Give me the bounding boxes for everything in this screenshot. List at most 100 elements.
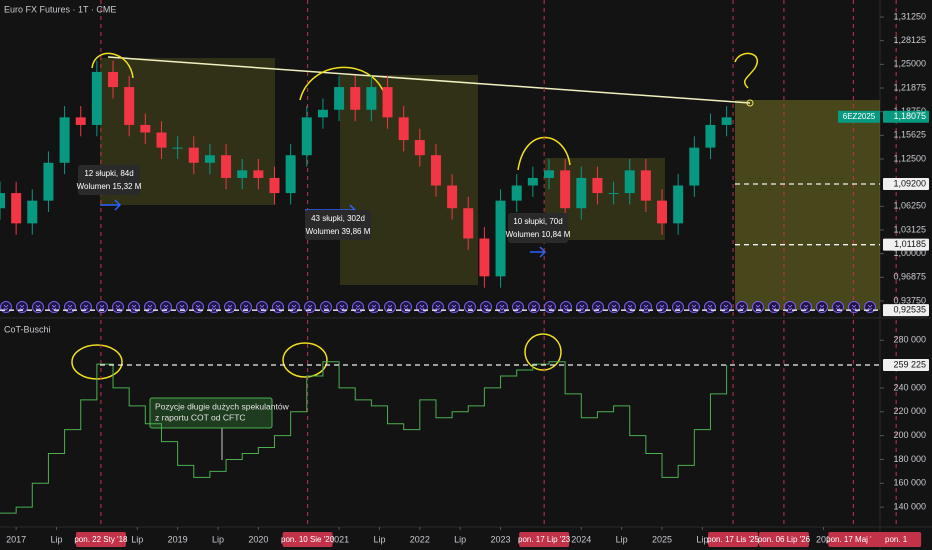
x-tick-label: 2025	[652, 534, 672, 544]
marker-label-box	[871, 532, 922, 547]
measure-bars: 12 słupki, 84d	[84, 169, 133, 178]
arrow	[100, 199, 122, 211]
event-icon-glyph	[435, 304, 441, 311]
level-label-box	[883, 110, 929, 123]
x-tick-label: Lip	[373, 534, 385, 544]
candle-body	[269, 177, 280, 194]
candle-body	[188, 147, 199, 163]
measure-volume: Wolumen 39,86 M	[306, 227, 371, 236]
event-icon-glyph	[803, 304, 809, 311]
circle-drawing	[282, 342, 328, 378]
cot-line	[0, 361, 728, 514]
candle-body	[156, 132, 167, 148]
candle-body	[414, 140, 425, 156]
candle-body	[301, 117, 312, 156]
level-label-box	[883, 238, 929, 251]
candle-body	[560, 170, 571, 209]
event-icon-glyph	[787, 304, 793, 311]
circle-drawing	[91, 52, 134, 79]
event-icon-glyph	[211, 304, 217, 311]
candle-body	[447, 185, 458, 209]
event-icon-glyph	[419, 304, 425, 311]
y-tick-label: 220 000	[893, 406, 926, 416]
x-tick-label: 202	[816, 534, 831, 544]
candle-body	[334, 87, 345, 110]
y-tick-label: 1,06250	[893, 201, 926, 211]
candle-body	[108, 71, 119, 88]
x-tick-label: 2022	[410, 534, 430, 544]
candle-body	[237, 170, 248, 178]
event-icon-glyph	[563, 304, 569, 311]
candle-body	[721, 117, 732, 125]
candle-body	[124, 87, 135, 125]
y-tick-label: 200 000	[893, 430, 926, 440]
y-tick-label: 1,31250	[893, 11, 926, 21]
y-tick-label: 1,28125	[893, 35, 926, 45]
candle-body	[543, 170, 554, 178]
candle-body	[172, 147, 183, 149]
x-tick-label: 2017	[6, 534, 26, 544]
symbol-tag: 6EZ2025	[843, 112, 876, 121]
note-text: z raportu COT od CFTC	[155, 412, 246, 422]
marker-label: pon. 06 Lip '26	[758, 535, 811, 544]
measure-bars: 43 słupki, 302d	[311, 214, 365, 223]
event-icon-glyph	[67, 304, 73, 311]
event-icon-glyph	[867, 304, 873, 311]
measure-volume: Wolumen 10,84 M	[506, 230, 571, 239]
y-tick-label: 1,25000	[893, 59, 926, 69]
x-tick-label: Lip	[212, 534, 224, 544]
note-box	[149, 397, 273, 429]
candle-body	[463, 208, 474, 239]
y-tick-label: 1,12500	[893, 153, 926, 163]
candle-body	[576, 177, 587, 209]
event-icon-glyph	[659, 304, 665, 311]
x-tick-label: 2023	[491, 534, 511, 544]
level-label-box	[883, 359, 929, 372]
level-label: 1,09200	[893, 178, 926, 188]
marker-label-box	[828, 532, 879, 547]
candle-body	[689, 147, 700, 186]
candle-body	[527, 177, 538, 186]
measure-volume: Wolumen 15,32 M	[77, 182, 142, 191]
marker-label: pon. 10 Sie '20	[281, 535, 335, 544]
event-icon-glyph	[355, 304, 361, 311]
candle-body	[430, 155, 441, 186]
arrow	[530, 246, 547, 258]
x-tick-label: Lip	[51, 534, 63, 544]
range-box	[340, 75, 478, 285]
y-tick-label: 0,93750	[893, 295, 926, 305]
candle-body	[495, 200, 506, 277]
event-icon-glyph	[291, 304, 297, 311]
marker-label: pon. 1	[885, 535, 908, 544]
candle-body	[673, 185, 684, 224]
measure-bars: 10 słupki, 70d	[513, 217, 562, 226]
pane-title: Euro FX Futures · 1T · CME	[4, 4, 116, 14]
x-tick-label: Lip	[131, 534, 143, 544]
candle-body	[27, 200, 38, 224]
x-tick-label: Lip	[616, 534, 628, 544]
level-label-box	[883, 177, 929, 190]
y-tick-label: 180 000	[893, 454, 926, 464]
measure-box	[305, 210, 371, 240]
trend-end	[746, 99, 754, 107]
event-icon-glyph	[131, 304, 137, 311]
event-icon-glyph	[83, 304, 89, 311]
candle-body	[640, 170, 651, 201]
x-tick-label: 2020	[248, 534, 268, 544]
event-icon-glyph	[227, 304, 233, 311]
candle-body	[140, 124, 151, 133]
measure-box	[508, 213, 568, 243]
marker-label: pon. 17 Lis '25	[707, 535, 759, 544]
candle-body	[511, 185, 522, 201]
event-icon-glyph	[643, 304, 649, 311]
candle-body	[398, 117, 409, 141]
candle-body	[11, 193, 22, 224]
y-tick-label: 1,15625	[893, 130, 926, 140]
candle-body	[221, 155, 232, 178]
candle-body	[253, 170, 264, 178]
candle-body	[608, 193, 619, 195]
event-icon-glyph	[147, 304, 153, 311]
candle-body	[479, 238, 490, 277]
level-label: 0,92535	[893, 305, 926, 315]
